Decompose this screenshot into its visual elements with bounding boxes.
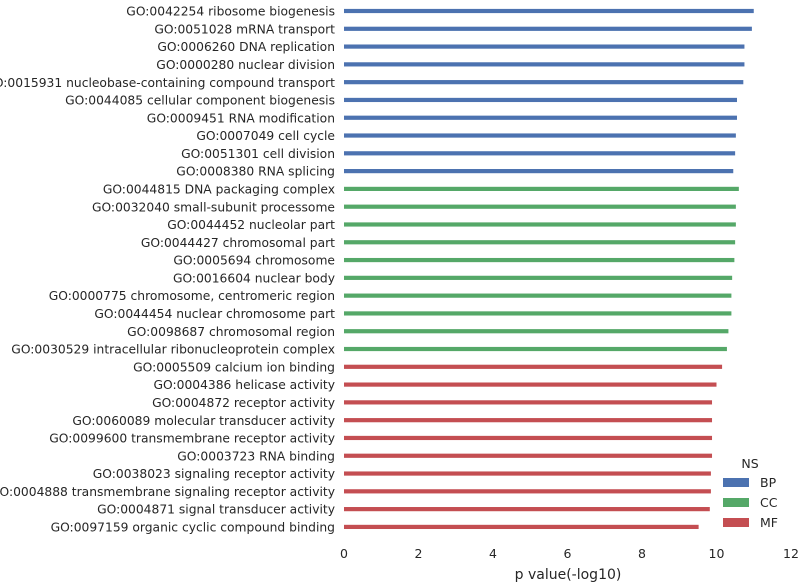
legend-label: CC <box>760 495 778 510</box>
bar <box>344 382 717 387</box>
category-label: GO:0030529 intracellular ribonucleoprote… <box>11 343 335 357</box>
category-label: GO:0005509 calcium ion binding <box>133 360 335 374</box>
category-label: GO:0004386 helicase activity <box>153 378 335 392</box>
bar <box>344 364 723 369</box>
legend-title: NS <box>741 456 758 471</box>
legend-label: MF <box>760 515 778 530</box>
x-tick-label: 2 <box>415 546 423 561</box>
bar <box>344 524 699 530</box>
bar <box>344 489 711 494</box>
legend-label: BP <box>760 475 777 490</box>
category-label: GO:0044085 cellular component biogenesis <box>65 94 335 108</box>
category-label: GO:0044452 nucleolar part <box>167 218 335 232</box>
bar <box>344 133 736 138</box>
bar <box>344 222 736 227</box>
category-label: GO:0044454 nuclear chromosome part <box>94 307 335 321</box>
bar <box>344 8 754 14</box>
x-tick-label: 10 <box>709 546 725 561</box>
category-label: GO:0060089 molecular transducer activity <box>72 414 335 428</box>
legend: NS BP CC MF <box>723 456 778 530</box>
x-tick-label: 6 <box>564 546 572 561</box>
category-label: GO:0097159 organic cyclic compound bindi… <box>51 521 335 535</box>
category-label: GO:0006260 DNA replication <box>157 40 335 54</box>
category-label: GO:0044427 chromosomal part <box>141 236 335 250</box>
category-label: GO:0004871 signal transducer activity <box>97 503 335 517</box>
bar <box>344 44 745 49</box>
category-label: GO:0051301 cell division <box>181 147 335 161</box>
category-label: GO:0007049 cell cycle <box>196 129 335 143</box>
bar <box>344 204 736 209</box>
bar <box>344 115 737 120</box>
bar <box>344 471 711 476</box>
bar <box>344 275 733 280</box>
legend-items: BP CC MF <box>723 475 778 530</box>
category-label: GO:0004872 receptor activity <box>152 396 335 410</box>
category-label: GO:0099600 transmembrane receptor activi… <box>49 432 335 446</box>
legend-swatch <box>723 518 749 527</box>
bar <box>344 311 732 316</box>
category-label: GO:0000280 nuclear division <box>156 58 335 72</box>
category-labels: GO:0042254 ribosome biogenesis GO:0051028… <box>0 5 335 535</box>
category-label: GO:0000775 chromosome, centromeric regio… <box>49 289 335 303</box>
bar <box>344 435 713 441</box>
x-axis-label: p value(-log10) <box>515 567 622 583</box>
category-label: GO:0051028 mRNA transport <box>154 22 335 36</box>
bar <box>344 400 713 405</box>
bar <box>344 62 745 67</box>
category-label: GO:0004888 transmembrane signaling recep… <box>0 485 335 499</box>
bar <box>344 329 729 334</box>
bar <box>344 97 737 103</box>
x-tick-label: 12 <box>783 546 799 561</box>
x-tick-label: 0 <box>340 546 348 561</box>
bar <box>344 257 735 263</box>
legend-swatch <box>723 478 749 487</box>
legend-swatch <box>723 498 749 507</box>
category-label: GO:0044815 DNA packaging complex <box>103 183 335 197</box>
bar <box>344 151 736 156</box>
bar <box>344 453 713 458</box>
category-label: GO:0032040 small-subunit processome <box>92 200 335 214</box>
bar <box>344 293 732 298</box>
x-tick-label: 8 <box>638 546 646 561</box>
category-label: GO:0015931 nucleobase-containing compoun… <box>0 76 335 90</box>
bar <box>344 186 739 191</box>
category-label: GO:0016604 nuclear body <box>173 271 335 285</box>
bar <box>344 26 752 31</box>
category-label: GO:0008380 RNA splicing <box>176 165 335 179</box>
bar <box>344 169 734 174</box>
bar <box>344 346 727 352</box>
x-tick-label: 4 <box>489 546 497 561</box>
category-label: GO:0003723 RNA binding <box>177 449 335 463</box>
category-label: GO:0038023 signaling receptor activity <box>93 467 335 481</box>
category-label: GO:0009451 RNA modification <box>147 111 335 125</box>
x-axis-ticks: 0 2 4 6 8 10 12 <box>340 546 799 561</box>
category-label: GO:0042254 ribosome biogenesis <box>126 5 335 19</box>
bar <box>344 507 710 512</box>
bar <box>344 80 744 85</box>
category-label: GO:0005694 chromosome <box>173 254 335 268</box>
bars-group <box>344 8 754 530</box>
bar <box>344 240 736 245</box>
bar <box>344 418 713 423</box>
category-label: GO:0098687 chromosomal region <box>127 325 335 339</box>
